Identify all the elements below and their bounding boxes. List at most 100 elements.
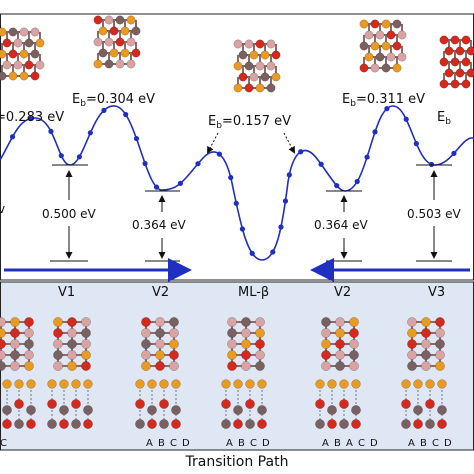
atom <box>255 61 265 71</box>
atom <box>450 35 460 45</box>
atom <box>8 27 18 37</box>
atom <box>421 339 431 349</box>
atom <box>421 317 431 327</box>
atom <box>0 339 6 349</box>
gap-label-2: 0.364 eV <box>132 218 187 232</box>
site-label: D <box>444 438 452 449</box>
atom <box>115 15 125 25</box>
atom <box>370 63 380 73</box>
curve-point <box>48 128 54 134</box>
structure-inset <box>93 15 141 69</box>
bottom-structure-columns <box>0 317 447 429</box>
site-label: A <box>322 438 329 449</box>
atom <box>421 328 431 338</box>
atom <box>14 419 24 429</box>
energy-curve <box>0 105 474 261</box>
curve-point <box>270 249 276 255</box>
atom <box>407 339 417 349</box>
curve-point <box>278 224 284 230</box>
atom <box>233 419 243 429</box>
atom <box>315 379 325 389</box>
atom <box>349 361 359 371</box>
atom <box>10 361 20 371</box>
atom <box>349 328 359 338</box>
curve-point <box>364 154 370 160</box>
atom <box>147 419 157 429</box>
atom <box>24 60 34 70</box>
atom <box>67 350 77 360</box>
atom <box>141 361 151 371</box>
curve-point <box>413 141 419 147</box>
atom <box>120 26 130 36</box>
curve-dots <box>9 106 457 257</box>
barrier-label-center: Eb=0.157 eV <box>208 114 291 131</box>
structure-inset <box>359 19 407 73</box>
atom <box>245 399 255 409</box>
atom <box>8 71 18 81</box>
curve-point <box>9 134 16 140</box>
x-axis-label: Transition Path <box>185 454 289 470</box>
atom <box>241 361 251 371</box>
barrier-label-right: Eb <box>437 110 451 127</box>
atom <box>59 419 69 429</box>
curve-point <box>76 154 82 160</box>
atom <box>67 361 77 371</box>
atom <box>244 61 254 71</box>
atom <box>0 350 6 360</box>
atom <box>221 379 231 389</box>
atom <box>455 68 465 78</box>
atom <box>241 317 251 327</box>
curve-point <box>142 160 148 167</box>
atom <box>437 379 447 389</box>
atom <box>104 37 114 47</box>
axis-fragment: v <box>0 202 5 216</box>
atom <box>171 419 181 429</box>
atom <box>238 72 248 82</box>
atom <box>339 399 349 409</box>
site-label: D <box>370 438 378 449</box>
site-label: C <box>250 438 257 449</box>
atom <box>407 317 417 327</box>
structure-column <box>221 317 267 429</box>
atom <box>169 339 179 349</box>
atom <box>141 350 151 360</box>
atom <box>241 350 251 360</box>
curve-point <box>249 250 255 257</box>
atom <box>461 35 471 45</box>
atom <box>257 405 267 415</box>
atom <box>26 405 36 415</box>
atom <box>227 317 237 327</box>
site-label: B <box>334 438 341 449</box>
atom <box>0 49 7 59</box>
atom <box>0 71 7 81</box>
gap-label-3: 0.364 eV <box>314 218 369 232</box>
curve-point <box>286 172 292 178</box>
atom <box>221 419 231 429</box>
curve-point <box>177 180 184 186</box>
atom <box>271 72 281 82</box>
atom <box>98 26 108 36</box>
atom <box>81 361 91 371</box>
atom <box>30 27 40 37</box>
atom <box>461 57 471 67</box>
atom <box>19 49 29 59</box>
atom <box>349 339 359 349</box>
atom <box>83 419 93 429</box>
site-label: B <box>420 438 427 449</box>
atom <box>13 60 23 70</box>
minimum-markers <box>50 164 452 262</box>
atom <box>335 361 345 371</box>
atom <box>159 379 169 389</box>
atom <box>392 63 402 73</box>
atom <box>381 19 391 29</box>
atom <box>115 59 125 69</box>
atom <box>104 15 114 25</box>
atom <box>227 339 237 349</box>
atom <box>13 38 23 48</box>
atom <box>53 328 63 338</box>
atom <box>233 405 243 415</box>
atom <box>59 379 69 389</box>
atom <box>47 419 57 429</box>
site-label: A <box>146 438 153 449</box>
